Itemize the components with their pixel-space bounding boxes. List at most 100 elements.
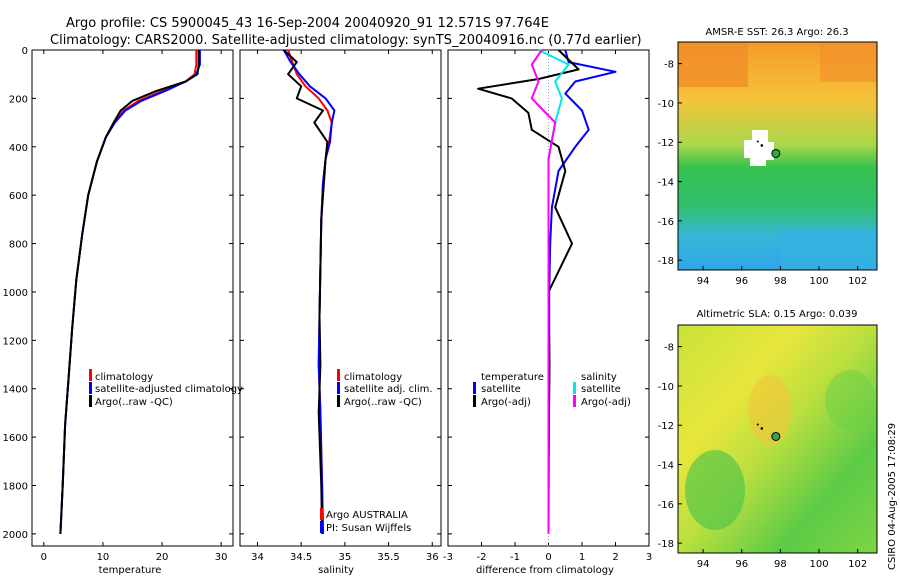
sla-low-patch <box>685 450 745 530</box>
x-tick-label: -1 <box>510 552 520 563</box>
footer-stamp: CSIRO 04-Aug-2005 17:08:29 <box>887 423 898 570</box>
series-line <box>530 49 557 534</box>
x-tick-label: 0 <box>41 552 47 563</box>
sla-frame <box>677 324 878 554</box>
legend-sal-satellite: satellite <box>581 384 621 395</box>
map-y-tick-label: -8 <box>664 60 674 71</box>
argo-track-dot <box>756 423 759 426</box>
legend-swatch-climatology <box>89 369 92 381</box>
map-x-tick-label: 96 <box>735 276 748 287</box>
sla-map-axes: 94 96 98 100 102 -8 -10 -12 -14 -16 -18 <box>658 343 868 570</box>
map-y-tick-label: -16 <box>658 500 674 511</box>
x-tick-label: 36 <box>426 552 439 563</box>
map-x-tick-label: 102 <box>848 276 867 287</box>
temperature-panel <box>31 49 234 547</box>
legend-swatch-satellite <box>337 382 340 394</box>
salinity-legend: climatology satellite adj. clim. Argo(..… <box>320 369 433 534</box>
argo-track-dot <box>756 140 759 143</box>
legend-temp-argo: Argo(-adj) <box>481 397 531 408</box>
legend-satellite: satellite-adjusted climatology <box>95 384 243 395</box>
legend-satellite: satellite adj. clim. <box>344 384 433 395</box>
x-tick-label: 34.5 <box>290 552 312 563</box>
map-y-tick-label: -12 <box>658 138 674 149</box>
y-tick-label: 600 <box>9 191 28 202</box>
x-tick-label: 34 <box>251 552 264 563</box>
map-x-tick-label: 102 <box>848 559 867 570</box>
legend-climatology: climatology <box>95 372 153 383</box>
legend-swatch-climatology <box>337 369 340 381</box>
argo-track-dot <box>760 427 764 430</box>
y-tick-label: 1200 <box>3 336 28 347</box>
sst-map-axes: 94 96 98 100 102 -8 -10 -12 -14 -16 -18 <box>658 60 868 287</box>
legend-temperature: temperature <box>481 372 544 383</box>
difference-legend: temperature satellite Argo(-adj) salinit… <box>473 372 631 408</box>
map-x-tick-label: 98 <box>774 276 787 287</box>
legend-climatology: climatology <box>344 372 402 383</box>
map-y-tick-label: -8 <box>664 343 674 354</box>
map-x-tick-label: 98 <box>774 559 787 570</box>
legend-swatch-argo <box>89 395 92 407</box>
salinity-chart: 34 34.5 35 35.5 36 <box>240 49 441 563</box>
sst-map-title: AMSR-E SST: 26.3 Argo: 26.3 <box>705 27 848 38</box>
sst-frame <box>677 41 878 271</box>
map-x-tick-label: 94 <box>697 559 710 570</box>
series-line <box>59 50 200 534</box>
x-tick-label: 20 <box>156 552 169 563</box>
legend-swatch-temp-argo <box>473 395 476 407</box>
argo-position-marker <box>771 148 781 158</box>
temperature-xlabel: temperature <box>99 565 162 576</box>
map-y-tick-label: -10 <box>658 99 674 110</box>
x-tick-label: 35.5 <box>377 552 399 563</box>
sst-cool-patch <box>780 230 877 270</box>
series-line <box>283 49 329 534</box>
argo-position-marker <box>771 431 781 441</box>
depth-axis: 0 200 400 600 800 1000 1200 1400 1600 1800 2000 <box>3 46 28 541</box>
map-x-tick-label: 94 <box>697 276 710 287</box>
difference-xlabel: difference from climatology <box>476 565 614 576</box>
annotation-swatch-blue <box>320 521 323 533</box>
header-line2: Climatology: CARS2000. Satellite-adjuste… <box>50 33 642 48</box>
y-tick-label: 1000 <box>3 288 28 299</box>
legend-swatch-sal-satellite <box>573 382 576 394</box>
y-tick-label: 200 <box>9 94 28 105</box>
legend-swatch-argo <box>337 395 340 407</box>
x-tick-label: -3 <box>443 552 453 563</box>
sst-warm-patch <box>678 42 748 87</box>
y-tick-label: 2000 <box>3 530 28 541</box>
temperature-chart: 0 10 20 30 <box>32 49 233 563</box>
x-tick-label: 1 <box>579 552 585 563</box>
legend-argo: Argo(..raw -QC) <box>95 397 173 408</box>
legend-sal-argo: Argo(-adj) <box>581 397 631 408</box>
y-tick-label: 0 <box>22 46 28 57</box>
map-x-tick-label: 100 <box>809 559 828 570</box>
map-y-tick-label: -18 <box>658 539 674 550</box>
salinity-xlabel: salinity <box>318 565 354 576</box>
argo-track-dot <box>760 144 764 147</box>
map-x-tick-label: 96 <box>735 559 748 570</box>
map-y-tick-label: -10 <box>658 382 674 393</box>
sla-map-title: Altimetric SLA: 0.15 Argo: 0.039 <box>697 309 858 320</box>
map-x-tick-label: 100 <box>809 276 828 287</box>
temperature-legend: climatology satellite-adjusted climatolo… <box>89 369 243 408</box>
annotation-pi: PI: Susan Wijffels <box>326 523 411 534</box>
x-tick-label: 35 <box>339 552 352 563</box>
header-line1: Argo profile: CS 5900045_43 16-Sep-2004 … <box>66 16 549 31</box>
x-tick-label: 3 <box>646 552 652 563</box>
sla-low-patch <box>825 370 875 430</box>
map-y-tick-label: -14 <box>658 178 674 189</box>
x-tick-label: 30 <box>215 552 228 563</box>
map-y-tick-label: -16 <box>658 217 674 228</box>
sla-high-patch <box>748 375 792 445</box>
x-tick-label: 0 <box>545 552 551 563</box>
legend-argo: Argo(..raw -QC) <box>344 397 422 408</box>
difference-chart: -3 -2 -1 0 1 2 3 <box>443 49 652 563</box>
sst-map <box>677 41 878 271</box>
x-tick-label: 2 <box>612 552 618 563</box>
legend-swatch-satellite <box>89 382 92 394</box>
legend-salinity: salinity <box>581 372 617 383</box>
x-tick-label: -2 <box>477 552 487 563</box>
y-tick-label: 1800 <box>3 482 28 493</box>
y-tick-label: 800 <box>9 240 28 251</box>
map-y-tick-label: -14 <box>658 461 674 472</box>
legend-swatch-sal-argo <box>573 395 576 407</box>
